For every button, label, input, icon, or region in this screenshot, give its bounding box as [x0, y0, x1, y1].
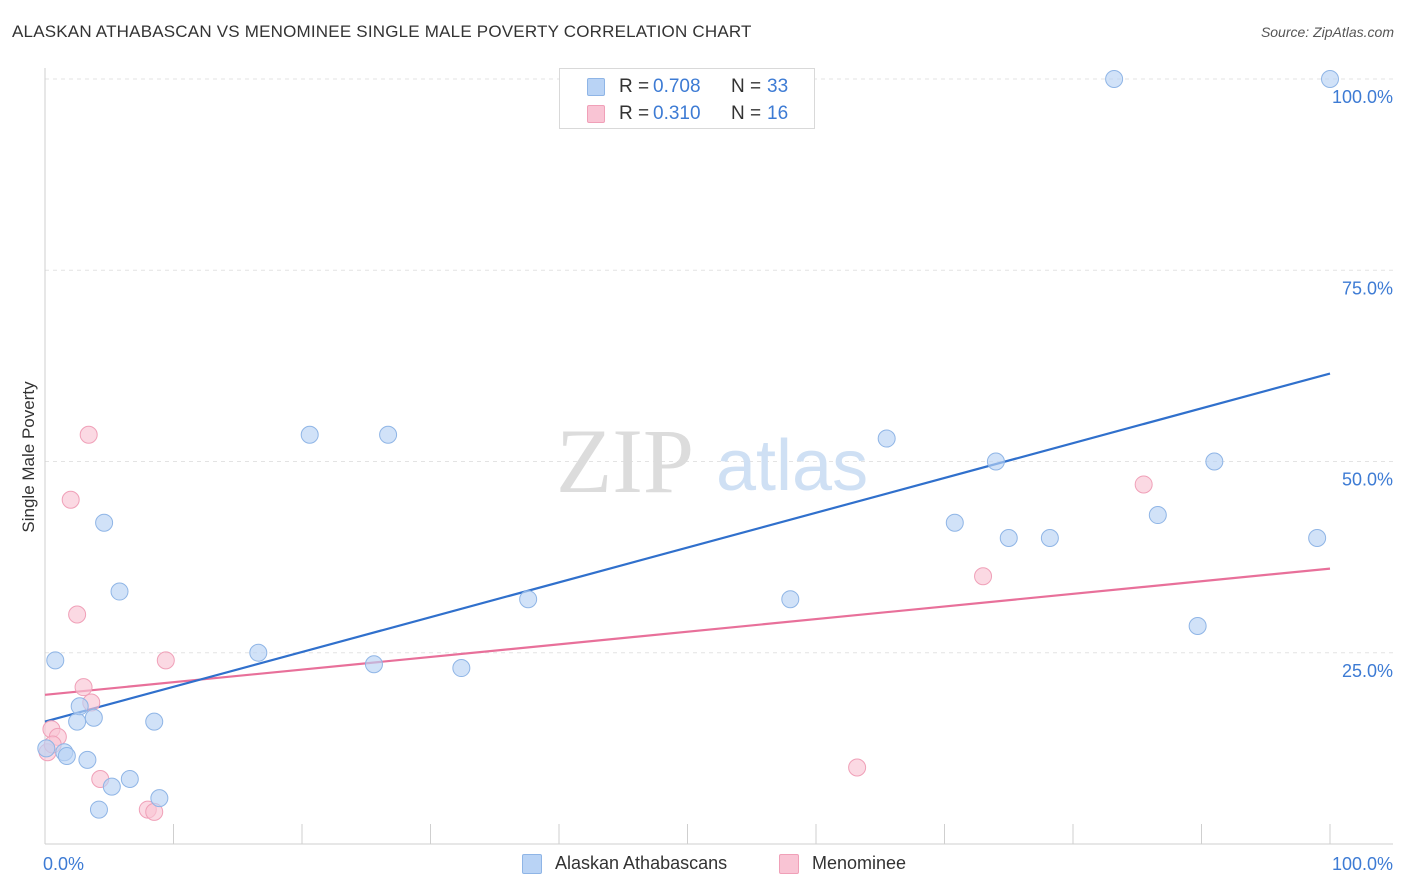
point-alaskan: [84, 708, 103, 727]
legend-r-value: 0.708: [653, 76, 701, 97]
point-menominee: [974, 567, 993, 586]
trendline-alaskan: [44, 372, 1331, 723]
point-alaskan: [519, 590, 538, 609]
y-axis-label: Single Male Poverty: [19, 381, 38, 533]
legend-swatch-pink: [779, 854, 799, 874]
point-alaskan: [102, 777, 121, 796]
legend-r-label: R =: [619, 103, 650, 124]
point-menominee: [68, 605, 87, 624]
point-alaskan: [1308, 529, 1327, 547]
y-tick-label: 25.0%: [1342, 661, 1393, 681]
chart-title: ALASKAN ATHABASCAN VS MENOMINEE SINGLE M…: [12, 22, 752, 41]
point-alaskan: [249, 643, 268, 662]
x-tick-label: 100.0%: [1332, 854, 1393, 874]
point-alaskan: [70, 697, 89, 716]
point-menominee: [156, 651, 175, 670]
gridlines: [45, 78, 1393, 654]
legend-stats: R = 0.708 N = 33 R = 0.310 N = 16: [559, 68, 815, 129]
point-alaskan: [1188, 616, 1207, 635]
point-alaskan: [877, 429, 896, 448]
point-alaskan: [999, 529, 1018, 547]
point-alaskan: [46, 651, 65, 670]
legend-label: Menominee: [812, 853, 907, 873]
point-alaskan: [452, 659, 471, 678]
point-alaskan: [945, 513, 964, 532]
point-alaskan: [1205, 452, 1224, 471]
legend-row-alaskan: R = 0.708 N = 33: [560, 73, 814, 99]
point-alaskan: [986, 452, 1005, 471]
source-label: Source: ZipAtlas.com: [1260, 24, 1394, 40]
point-alaskan: [120, 769, 139, 788]
point-alaskan: [1148, 506, 1167, 525]
point-menominee: [1134, 475, 1153, 494]
y-tick-label: 100.0%: [1332, 87, 1393, 107]
point-menominee: [848, 758, 867, 777]
point-menominee: [79, 425, 98, 444]
legend-n-label: N =: [731, 103, 762, 124]
point-alaskan: [37, 739, 56, 758]
point-alaskan: [89, 800, 108, 819]
data-points: [37, 70, 1339, 821]
point-alaskan: [300, 425, 319, 444]
trendlines: [44, 372, 1331, 723]
legend-swatch-blue: [522, 854, 542, 874]
point-alaskan: [145, 712, 164, 731]
legend-label: Alaskan Athabascans: [555, 853, 728, 873]
legend-n-value: 33: [767, 76, 789, 97]
point-alaskan: [1105, 70, 1124, 88]
point-alaskan: [1321, 70, 1339, 88]
legend-n-value: 16: [767, 103, 789, 124]
legend-row-menominee: R = 0.310 N = 16: [560, 100, 814, 126]
point-alaskan: [1040, 529, 1059, 547]
point-alaskan: [364, 655, 383, 674]
point-alaskan: [781, 590, 800, 609]
y-tick-label: 50.0%: [1342, 470, 1393, 490]
point-menominee: [61, 490, 80, 509]
axes: [44, 68, 1393, 845]
legend-r-label: R =: [619, 76, 650, 97]
legend-swatch-pink: [587, 105, 605, 123]
watermark-zip: ZIP: [556, 410, 694, 512]
point-menominee: [74, 678, 93, 697]
point-alaskan: [95, 513, 114, 532]
point-alaskan: [57, 747, 76, 766]
watermark: ZIP atlas: [556, 410, 868, 512]
point-alaskan: [150, 789, 169, 808]
point-alaskan: [78, 750, 97, 769]
watermark-atlas: atlas: [716, 426, 868, 506]
y-tick-label: 75.0%: [1342, 278, 1393, 298]
point-alaskan: [110, 582, 129, 601]
point-alaskan: [379, 425, 398, 444]
legend-n-label: N =: [731, 76, 762, 97]
tick-labels: 25.0% 50.0% 75.0% 100.0% 0.0% 100.0%: [43, 87, 1393, 874]
legend-r-value: 0.310: [653, 103, 701, 124]
x-tick-label: 0.0%: [43, 854, 84, 874]
trendline-menominee: [44, 567, 1331, 696]
legend-swatch-blue: [587, 78, 605, 96]
point-alaskan: [68, 712, 87, 731]
